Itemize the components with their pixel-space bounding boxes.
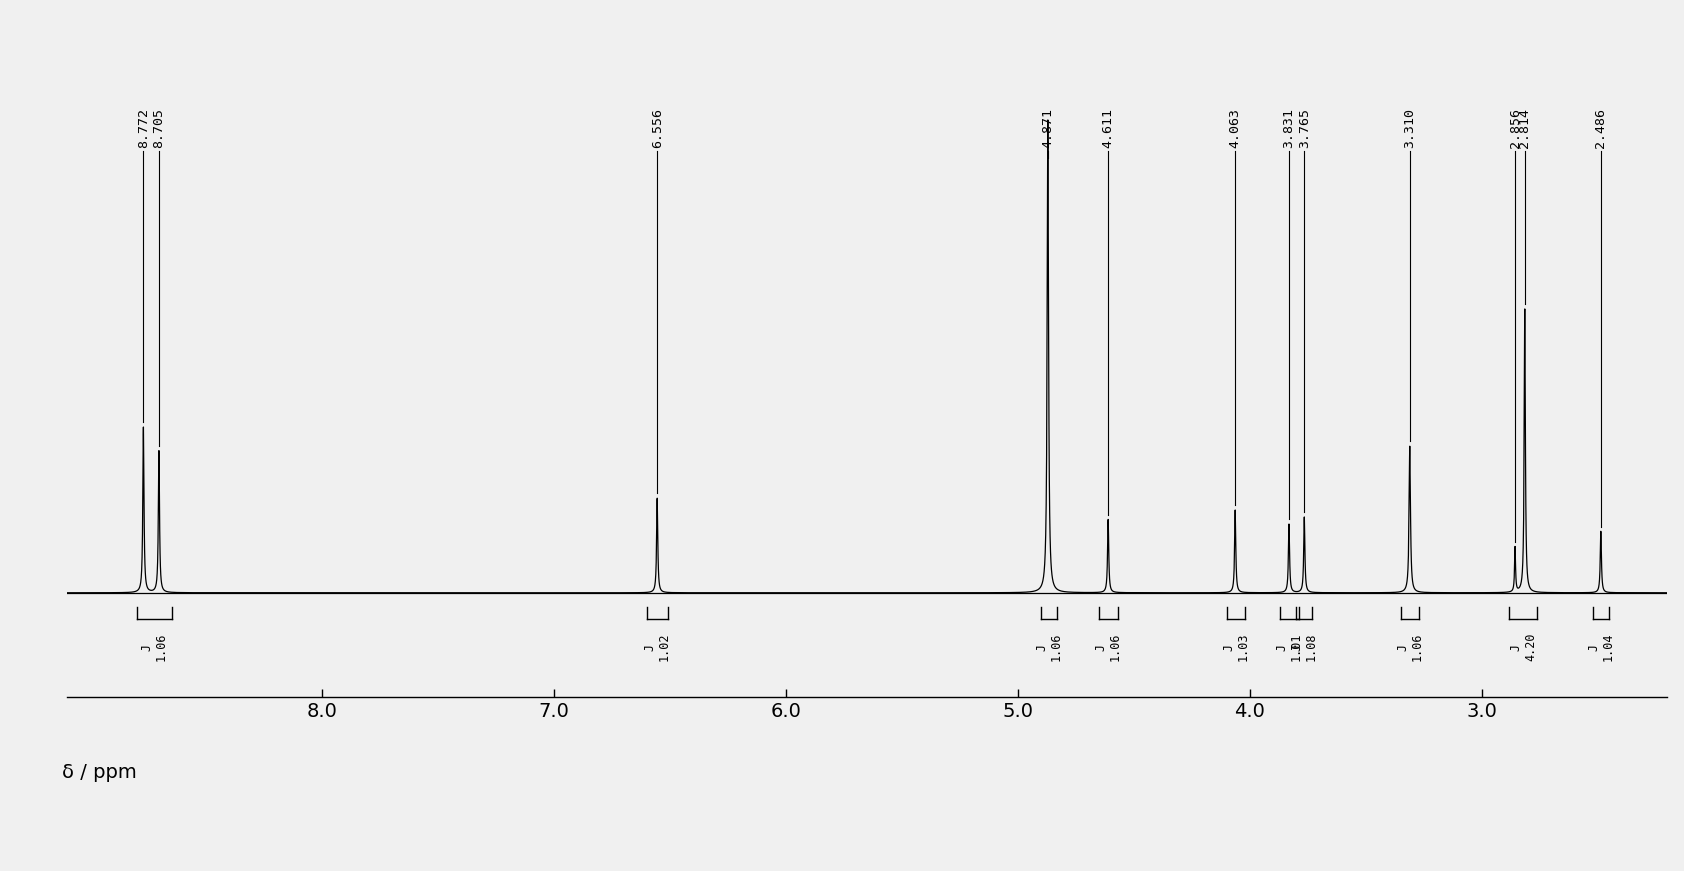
Text: 3.310: 3.310 <box>1403 108 1416 148</box>
Text: 4.611: 4.611 <box>1101 108 1115 148</box>
Text: 8.705: 8.705 <box>153 108 165 148</box>
Text: J
1.06: J 1.06 <box>141 633 168 661</box>
Text: 3.831: 3.831 <box>1283 108 1295 148</box>
Text: 6.556: 6.556 <box>650 108 663 148</box>
Text: J
1.08: J 1.08 <box>1292 633 1319 661</box>
Text: 2.814: 2.814 <box>1519 108 1531 148</box>
Text: J
1.03: J 1.03 <box>1223 633 1250 661</box>
Text: J
1.02: J 1.02 <box>643 633 670 661</box>
Text: 4.871: 4.871 <box>1041 108 1054 148</box>
Text: J
1.06: J 1.06 <box>1036 633 1063 661</box>
Text: 2.486: 2.486 <box>1595 108 1607 148</box>
Text: J
1.06: J 1.06 <box>1095 633 1122 661</box>
Text: 3.765: 3.765 <box>1298 108 1310 148</box>
Text: 2.856: 2.856 <box>1509 108 1522 148</box>
Text: 8.772: 8.772 <box>136 108 150 148</box>
Text: J
1.04: J 1.04 <box>1588 633 1615 661</box>
Text: J
1.01: J 1.01 <box>1276 633 1303 661</box>
Text: J
4.20: J 4.20 <box>1511 633 1537 661</box>
X-axis label: δ / ppm: δ / ppm <box>62 763 136 782</box>
Text: J
1.06: J 1.06 <box>1396 633 1423 661</box>
Text: 4.063: 4.063 <box>1229 108 1241 148</box>
